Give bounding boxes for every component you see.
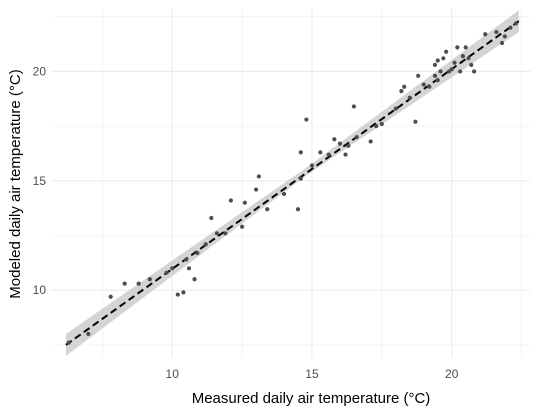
data-point (421, 82, 426, 87)
data-point (192, 277, 197, 282)
data-point (393, 106, 398, 111)
data-point (399, 89, 404, 94)
data-points (66, 21, 519, 345)
data-point (228, 198, 234, 203)
data-point (449, 67, 454, 72)
data-point (413, 119, 418, 124)
data-point (471, 69, 477, 74)
fit-line (65, 20, 520, 346)
data-point (86, 331, 91, 337)
data-point (513, 21, 519, 26)
data-point (452, 60, 457, 65)
data-point (136, 281, 141, 286)
data-point (463, 45, 468, 50)
x-tick-label: 20 (445, 367, 459, 381)
data-point (435, 78, 440, 83)
data-point (332, 137, 337, 142)
data-point (253, 187, 259, 192)
data-point (435, 58, 440, 63)
data-point (184, 257, 189, 262)
data-point (281, 191, 287, 197)
data-point (444, 49, 449, 54)
data-point (326, 152, 331, 157)
data-point (66, 340, 71, 345)
data-point (108, 294, 113, 299)
data-point (455, 45, 460, 50)
data-point (416, 73, 421, 78)
data-point (346, 143, 351, 148)
x-tick-label: 15 (305, 367, 319, 381)
data-point (374, 124, 379, 129)
data-point (432, 62, 438, 67)
data-point (458, 69, 463, 74)
data-point (242, 200, 247, 205)
data-point (214, 231, 220, 236)
data-point (239, 224, 245, 229)
data-point (483, 32, 488, 37)
data-point (298, 150, 303, 155)
data-point (309, 163, 315, 168)
data-point (499, 40, 505, 46)
data-point (502, 34, 507, 39)
data-point (318, 150, 323, 155)
data-point (164, 270, 169, 275)
data-point (494, 29, 499, 35)
x-tick-label: 10 (166, 367, 180, 381)
data-point (223, 231, 228, 236)
data-point (368, 139, 373, 144)
y-axis-title: Modeled daily air temperature (°C) (7, 69, 24, 298)
data-point (175, 292, 180, 297)
data-point (354, 134, 359, 140)
data-point (343, 152, 348, 157)
x-axis-title: Measured daily air temperature (°C) (192, 390, 431, 407)
data-point (379, 121, 384, 127)
data-point (195, 250, 200, 256)
data-point (122, 281, 127, 286)
data-point (466, 56, 471, 61)
data-point (186, 266, 192, 271)
data-point (298, 176, 303, 181)
data-point (147, 277, 152, 282)
data-point (432, 73, 438, 78)
data-point (427, 84, 432, 89)
y-tick-label: 15 (33, 174, 47, 188)
data-point (295, 207, 301, 212)
data-point (209, 215, 214, 221)
data-point (203, 242, 208, 247)
data-point (407, 95, 412, 100)
y-tick-label: 10 (33, 283, 47, 297)
data-point (351, 104, 356, 109)
data-point (460, 54, 466, 59)
tick-labels: 10 15 20 10 15 20 (33, 64, 459, 381)
data-point (265, 207, 270, 212)
data-point (181, 290, 186, 295)
data-point (469, 62, 474, 67)
data-point (170, 266, 175, 271)
data-point (508, 25, 513, 30)
data-point (304, 117, 309, 122)
data-point (438, 69, 443, 74)
data-point (256, 174, 261, 179)
data-point (441, 56, 446, 61)
y-tick-label: 20 (33, 64, 47, 78)
data-point (402, 84, 407, 89)
data-point (337, 141, 343, 146)
